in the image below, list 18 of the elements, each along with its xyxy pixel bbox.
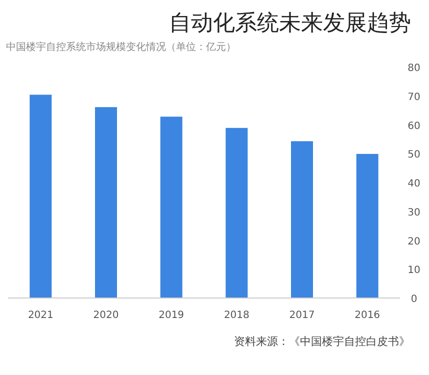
y-tick-label: 20 — [408, 236, 420, 248]
y-tick-label: 0 — [410, 294, 418, 305]
annotation: 资料来源：《中国楼宇自控白皮书》 — [234, 335, 410, 348]
y-tick-label: 70 — [408, 92, 420, 103]
x-tick-label: 2018 — [224, 310, 250, 321]
x-tick-label: 2016 — [354, 310, 380, 321]
x-tick-label: 2019 — [158, 310, 184, 321]
y-tick-label: 60 — [408, 120, 420, 132]
x-tick-label: 2017 — [289, 310, 315, 321]
x-tick-label: 2020 — [93, 310, 119, 321]
y-tick-label: 80 — [408, 63, 420, 74]
y-tick-label: 40 — [408, 178, 420, 190]
title: 自动化系统未来发展趋势 — [169, 11, 411, 36]
y-tick-label: 10 — [408, 265, 420, 276]
y-tick-label: 30 — [408, 207, 420, 218]
x-tick-label: 2021 — [28, 310, 54, 321]
y-tick-label: 50 — [408, 150, 420, 161]
subtitle: 中国楼宇自控系统市场规模变化情况（单位：亿元） — [6, 42, 236, 53]
